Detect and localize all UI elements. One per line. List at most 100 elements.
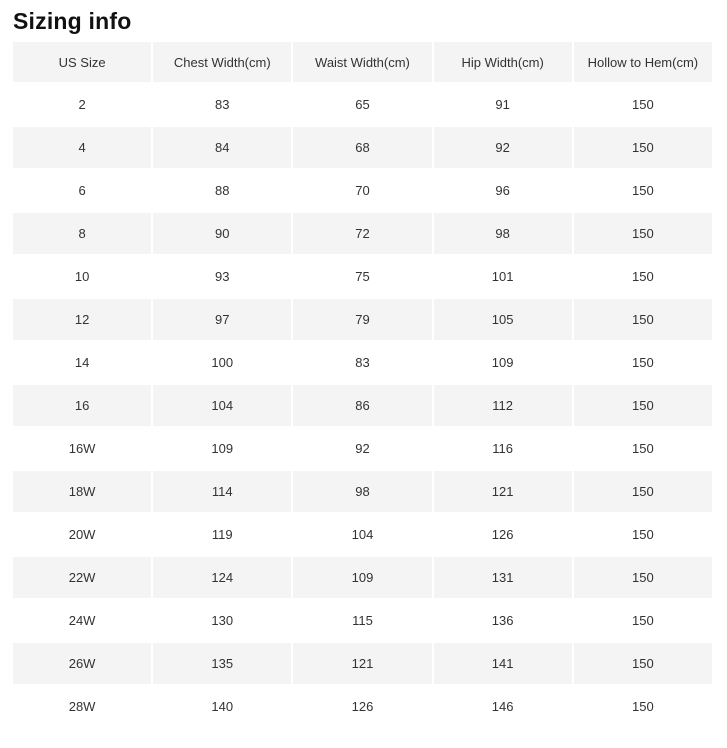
table-cell: 116	[433, 428, 572, 470]
table-cell: 96	[433, 170, 572, 212]
table-cell: 150	[573, 342, 712, 384]
sizing-table-body: 2 83 65 91 150 4 84 68 92 150 6 88 70 96 150 8 90 72 98 150…	[13, 84, 712, 728]
table-cell: 20W	[13, 514, 152, 556]
table-cell: 150	[573, 84, 712, 126]
table-row: 2 83 65 91 150	[13, 84, 712, 126]
table-cell: 70	[293, 170, 432, 212]
table-row: 28W 140 126 146 150	[13, 686, 712, 728]
table-header-row: US Size Chest Width(cm) Waist Width(cm) …	[13, 42, 712, 83]
table-cell: 146	[433, 686, 572, 728]
table-cell: 150	[573, 170, 712, 212]
table-cell: 140	[153, 686, 292, 728]
table-cell: 26W	[13, 643, 152, 685]
table-cell: 121	[433, 471, 572, 513]
table-row: 4 84 68 92 150	[13, 127, 712, 169]
table-cell: 150	[573, 299, 712, 341]
table-cell: 12	[13, 299, 152, 341]
table-cell: 92	[293, 428, 432, 470]
table-cell: 75	[293, 256, 432, 298]
table-cell: 88	[153, 170, 292, 212]
table-cell: 68	[293, 127, 432, 169]
table-cell: 84	[153, 127, 292, 169]
table-cell: 93	[153, 256, 292, 298]
table-cell: 18W	[13, 471, 152, 513]
table-cell: 104	[293, 514, 432, 556]
table-row: 6 88 70 96 150	[13, 170, 712, 212]
table-cell: 150	[573, 557, 712, 599]
table-cell: 150	[573, 686, 712, 728]
table-cell: 100	[153, 342, 292, 384]
table-row: 26W 135 121 141 150	[13, 643, 712, 685]
table-cell: 124	[153, 557, 292, 599]
table-cell: 114	[153, 471, 292, 513]
table-cell: 130	[153, 600, 292, 642]
table-cell: 65	[293, 84, 432, 126]
table-cell: 83	[293, 342, 432, 384]
table-cell: 16W	[13, 428, 152, 470]
table-cell: 126	[433, 514, 572, 556]
table-cell: 150	[573, 127, 712, 169]
table-cell: 22W	[13, 557, 152, 599]
table-cell: 109	[293, 557, 432, 599]
table-cell: 115	[293, 600, 432, 642]
table-cell: 135	[153, 643, 292, 685]
table-cell: 72	[293, 213, 432, 255]
sizing-table: US Size Chest Width(cm) Waist Width(cm) …	[11, 40, 714, 729]
table-cell: 141	[433, 643, 572, 685]
table-row: 12 97 79 105 150	[13, 299, 712, 341]
table-cell: 98	[293, 471, 432, 513]
table-cell: 8	[13, 213, 152, 255]
table-row: 10 93 75 101 150	[13, 256, 712, 298]
table-cell: 150	[573, 428, 712, 470]
table-cell: 105	[433, 299, 572, 341]
table-cell: 150	[573, 643, 712, 685]
table-cell: 131	[433, 557, 572, 599]
table-cell: 126	[293, 686, 432, 728]
table-cell: 98	[433, 213, 572, 255]
table-cell: 104	[153, 385, 292, 427]
table-cell: 150	[573, 514, 712, 556]
column-header-us-size: US Size	[13, 42, 152, 83]
table-cell: 109	[153, 428, 292, 470]
table-row: 18W 114 98 121 150	[13, 471, 712, 513]
table-row: 8 90 72 98 150	[13, 213, 712, 255]
table-cell: 150	[573, 213, 712, 255]
table-cell: 119	[153, 514, 292, 556]
page-title: Sizing info	[13, 8, 132, 34]
table-cell: 6	[13, 170, 152, 212]
table-row: 24W 130 115 136 150	[13, 600, 712, 642]
table-row: 20W 119 104 126 150	[13, 514, 712, 556]
column-header-hollow-to-hem: Hollow to Hem(cm)	[573, 42, 712, 83]
table-cell: 92	[433, 127, 572, 169]
table-cell: 2	[13, 84, 152, 126]
table-cell: 121	[293, 643, 432, 685]
table-cell: 14	[13, 342, 152, 384]
table-row: 16W 109 92 116 150	[13, 428, 712, 470]
table-row: 16 104 86 112 150	[13, 385, 712, 427]
table-row: 14 100 83 109 150	[13, 342, 712, 384]
table-cell: 4	[13, 127, 152, 169]
table-cell: 10	[13, 256, 152, 298]
table-cell: 150	[573, 600, 712, 642]
table-cell: 150	[573, 471, 712, 513]
column-header-hip-width: Hip Width(cm)	[433, 42, 572, 83]
table-cell: 101	[433, 256, 572, 298]
table-row: 22W 124 109 131 150	[13, 557, 712, 599]
table-cell: 16	[13, 385, 152, 427]
table-cell: 86	[293, 385, 432, 427]
table-cell: 90	[153, 213, 292, 255]
table-cell: 24W	[13, 600, 152, 642]
table-cell: 150	[573, 256, 712, 298]
table-cell: 83	[153, 84, 292, 126]
table-cell: 136	[433, 600, 572, 642]
table-cell: 112	[433, 385, 572, 427]
table-cell: 109	[433, 342, 572, 384]
column-header-chest-width: Chest Width(cm)	[153, 42, 292, 83]
table-cell: 150	[573, 385, 712, 427]
table-cell: 79	[293, 299, 432, 341]
table-cell: 97	[153, 299, 292, 341]
column-header-waist-width: Waist Width(cm)	[293, 42, 432, 83]
table-cell: 28W	[13, 686, 152, 728]
table-cell: 91	[433, 84, 572, 126]
